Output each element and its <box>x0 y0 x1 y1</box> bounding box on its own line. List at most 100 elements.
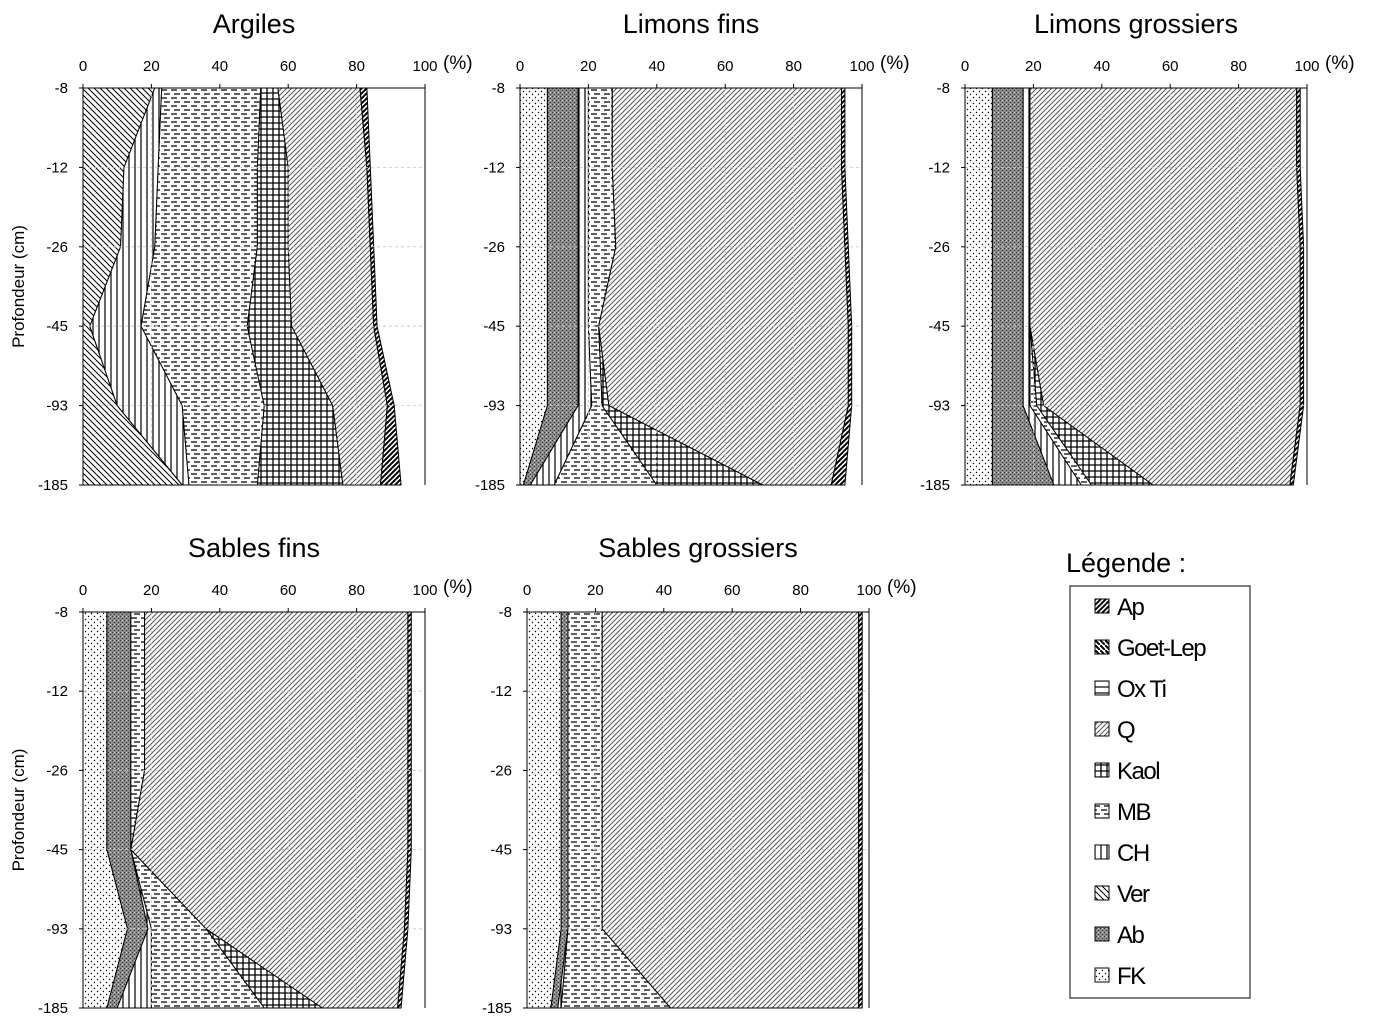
legend-item-ch: CH <box>1094 840 1150 867</box>
panel-title: Limons fins <box>623 9 760 39</box>
x-tick-label: 80 <box>792 582 809 599</box>
y-tick-label: -26 <box>490 762 512 779</box>
x-tick-label: 40 <box>655 582 672 599</box>
panel-title: Sables grossiers <box>598 533 798 563</box>
x-tick-label: 80 <box>348 582 365 599</box>
y-tick-label: -93 <box>928 398 950 415</box>
y-tick-label: -8 <box>55 80 68 97</box>
y-tick-label: -93 <box>490 921 512 938</box>
y-axis-label: Profondeur (cm) <box>9 749 28 872</box>
y-tick-label: -93 <box>46 398 68 415</box>
area-ap <box>858 611 863 1009</box>
legend-swatch <box>1094 639 1110 655</box>
legend-swatch <box>1094 967 1110 983</box>
panel-argiles: 0 20 40 60 80 100 (%) -8 -12 -26 -45 -93 -185 Argiles… <box>9 9 473 494</box>
legend-swatch <box>1094 844 1110 860</box>
x-tick-label: 0 <box>961 58 969 75</box>
x-tick-label: 80 <box>348 58 365 75</box>
x-tick-label: 20 <box>580 58 597 75</box>
y-tick-label: -8 <box>55 604 68 621</box>
y-tick-label: -45 <box>928 318 950 335</box>
y-axis-label: Profondeur (cm) <box>9 225 28 348</box>
x-tick-label: 100 <box>412 58 437 75</box>
legend-label: Kaol <box>1117 758 1159 785</box>
x-tick-label: 20 <box>1025 58 1042 75</box>
unit-label: (%) <box>887 577 917 598</box>
legend-item-ap: Ap <box>1094 594 1146 621</box>
y-tick-label: -93 <box>483 398 505 415</box>
legend-label: FK <box>1117 963 1146 990</box>
y-tick-label: -12 <box>928 159 950 176</box>
unit-label: (%) <box>443 577 473 598</box>
area-fk <box>526 611 562 1009</box>
legend-item-goetlep: Goet-Lep <box>1094 635 1208 662</box>
x-tick-label: 60 <box>717 58 734 75</box>
y-tick-label: -12 <box>46 159 68 176</box>
panel-limons-fins: 0 20 40 60 80 100 (%) -8 -12 -26 -45 -93 -185 Limons … <box>475 9 910 494</box>
legend-swatch <box>1094 885 1110 901</box>
legend-swatch <box>1094 803 1110 819</box>
y-tick-label: -26 <box>46 239 68 256</box>
legend-label: Ab <box>1117 922 1145 949</box>
y-tick-label: -12 <box>490 683 512 700</box>
x-tick-label: 40 <box>211 58 228 75</box>
y-tick-label: -26 <box>46 762 68 779</box>
x-tick-label: 20 <box>587 582 604 599</box>
x-tick-label: 100 <box>849 58 874 75</box>
legend-swatch <box>1094 598 1110 614</box>
x-tick-label: 40 <box>648 58 665 75</box>
y-tick-label: -185 <box>475 477 505 494</box>
panel-title: Argiles <box>213 9 296 39</box>
x-tick-label: 0 <box>79 582 87 599</box>
legend-item-mb: MB <box>1094 799 1152 826</box>
area-ap <box>830 87 853 486</box>
x-tick-label: 100 <box>412 582 437 599</box>
legend-item-oxti: Ox Ti <box>1094 676 1167 703</box>
panel-limons-grossiers: 0 20 40 60 80 100 (%) -8 -12 -26 -45 -93 -185 Limons … <box>920 9 1355 494</box>
legend-label: MB <box>1117 799 1150 826</box>
x-tick-label: 0 <box>79 58 87 75</box>
area-fk <box>964 87 993 486</box>
y-tick-label: -45 <box>490 842 512 859</box>
unit-label: (%) <box>443 53 473 74</box>
x-tick-label: 60 <box>280 582 297 599</box>
legend-item-ver: Ver <box>1094 881 1152 908</box>
panel-title: Sables fins <box>188 533 320 563</box>
x-tick-label: 0 <box>516 58 524 75</box>
legend-swatch <box>1094 680 1110 696</box>
legend-item-ab: Ab <box>1094 922 1146 949</box>
x-tick-label: 40 <box>211 582 228 599</box>
y-tick-label: -12 <box>483 159 505 176</box>
legend-label: Ox Ti <box>1117 676 1166 703</box>
y-tick-label: -8 <box>492 80 505 97</box>
y-tick-label: -185 <box>482 1000 512 1017</box>
legend-title: Légende : <box>1066 548 1186 578</box>
panel-title: Limons grossiers <box>1034 9 1238 39</box>
x-tick-label: 60 <box>1162 58 1179 75</box>
y-tick-label: -185 <box>38 1000 68 1017</box>
unit-label: (%) <box>1325 53 1355 74</box>
y-tick-label: -45 <box>46 842 68 859</box>
panel-sables-fins: 0 20 40 60 80 100 (%) -8 -12 -26 -45 -93 -185 Sables … <box>9 533 473 1017</box>
y-tick-label: -45 <box>46 318 68 335</box>
y-tick-label: -45 <box>483 318 505 335</box>
legend-label: Goet-Lep <box>1117 635 1206 662</box>
legend-swatch <box>1094 762 1110 778</box>
y-tick-label: -8 <box>499 604 512 621</box>
legend-item-fk: FK <box>1094 963 1148 990</box>
panel-sables-grossiers: 0 20 40 60 80 100 (%) -8 -12 -26 -45 -93 -185 Sables … <box>482 533 917 1017</box>
area-q <box>601 611 860 1009</box>
x-tick-label: 20 <box>143 582 160 599</box>
x-tick-label: 60 <box>280 58 297 75</box>
y-tick-label: -93 <box>46 921 68 938</box>
legend-item-q: Q <box>1094 717 1137 744</box>
legend-label: Ver <box>1117 881 1150 908</box>
legend-item-kaol: Kaol <box>1094 758 1161 785</box>
unit-label: (%) <box>880 53 910 74</box>
y-tick-label: -8 <box>937 80 950 97</box>
x-tick-label: 40 <box>1093 58 1110 75</box>
legend-swatch <box>1094 926 1110 942</box>
x-tick-label: 80 <box>785 58 802 75</box>
y-tick-label: -185 <box>38 477 68 494</box>
